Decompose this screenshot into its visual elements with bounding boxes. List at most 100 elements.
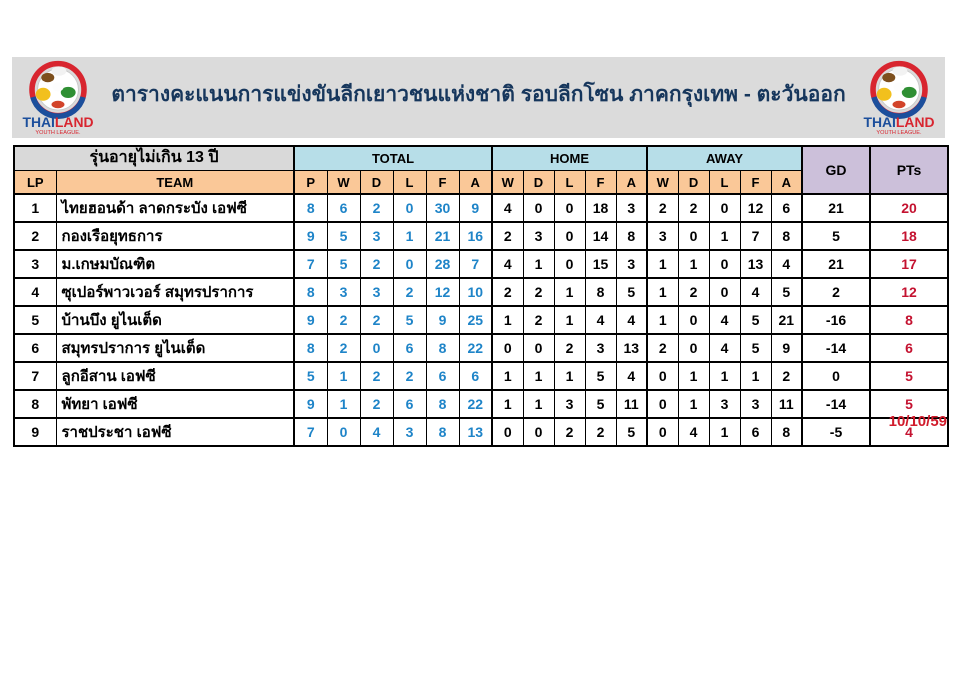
- total-stat-cell: 8: [293, 193, 328, 223]
- away-stat-cell: 5: [770, 277, 803, 307]
- pts-cell: 18: [869, 221, 949, 251]
- total-stat-cell: 7: [293, 417, 328, 447]
- home-stat-cell: 2: [584, 417, 617, 447]
- home-stat-cell: 1: [553, 361, 586, 391]
- svg-text:THAILAND: THAILAND: [22, 113, 93, 129]
- home-stat-cell: 1: [522, 361, 555, 391]
- total-stat-cell: 25: [458, 305, 493, 335]
- soccer-ball-emblem-icon: THAILAND YOUTH LEAGUE.: [22, 60, 94, 136]
- home-stat-cell: 0: [553, 249, 586, 279]
- away-stat-cell: 7: [739, 221, 772, 251]
- home-stat-cell: 8: [584, 277, 617, 307]
- away-stat-cell: 4: [739, 277, 772, 307]
- lp-cell: 5: [13, 305, 57, 335]
- total-stat-cell: 3: [326, 277, 361, 307]
- total-stat-cell: 2: [359, 305, 394, 335]
- svg-text:THAILAND: THAILAND: [863, 113, 934, 129]
- lp-cell: 7: [13, 361, 57, 391]
- lp-cell: 1: [13, 193, 57, 223]
- home-stat-cell: 0: [522, 417, 555, 447]
- column-header-team: TEAM: [55, 170, 295, 195]
- away-stat-cell: 5: [739, 305, 772, 335]
- total-stat-cell: 9: [293, 305, 328, 335]
- column-header-home-d: D: [522, 170, 555, 195]
- gd-cell: 21: [801, 249, 871, 279]
- home-stat-cell: 0: [491, 417, 524, 447]
- home-stat-cell: 1: [522, 389, 555, 419]
- away-stat-cell: 2: [770, 361, 803, 391]
- column-header-home-w: W: [491, 170, 524, 195]
- lp-cell: 8: [13, 389, 57, 419]
- pts-cell: 17: [869, 249, 949, 279]
- home-stat-cell: 3: [522, 221, 555, 251]
- pts-cell: 4: [869, 417, 949, 447]
- away-stat-cell: 0: [646, 361, 679, 391]
- home-stat-cell: 1: [522, 249, 555, 279]
- away-stat-cell: 0: [708, 193, 741, 223]
- team-cell: สมุทรปราการ ยูไนเต็ด: [55, 333, 295, 363]
- away-stat-cell: 1: [708, 417, 741, 447]
- total-stat-cell: 9: [425, 305, 460, 335]
- home-stat-cell: 4: [584, 305, 617, 335]
- table-row: 8 พัทยา เอฟซี 9 1 2 6 8 22 1 1 3 5 11 0 1 3 3 11 -14 5: [13, 389, 949, 419]
- column-header-away-w: W: [646, 170, 679, 195]
- table-row: 7 ลูกอีสาน เอฟซี 5 1 2 2 6 6 1 1 1 5 4 0 1 1 1 2 0 5: [13, 361, 949, 391]
- logo-text-land: LAND: [55, 113, 94, 129]
- column-header-gd: GD: [801, 145, 871, 195]
- total-stat-cell: 8: [293, 333, 328, 363]
- away-stat-cell: 8: [770, 417, 803, 447]
- total-stat-cell: 0: [392, 193, 427, 223]
- total-stat-cell: 6: [326, 193, 361, 223]
- gd-cell: 2: [801, 277, 871, 307]
- total-stat-cell: 8: [425, 333, 460, 363]
- total-stat-cell: 7: [293, 249, 328, 279]
- table-row: 5 บ้านบึง ยูไนเต็ด 9 2 2 5 9 25 1 2 1 4 4 1 0 4 5 21 -16 8: [13, 305, 949, 335]
- total-stat-cell: 2: [359, 389, 394, 419]
- home-stat-cell: 14: [584, 221, 617, 251]
- standings-body: 1 ไทยฮอนด้า ลาดกระบัง เอฟซี 8 6 2 0 30 9 4 0 0 18 3 2…: [13, 193, 949, 447]
- column-header-pts: PTs: [869, 145, 949, 195]
- column-header-away-l: L: [708, 170, 741, 195]
- home-stat-cell: 5: [584, 389, 617, 419]
- column-header-total-f: F: [425, 170, 460, 195]
- away-stat-cell: 4: [770, 249, 803, 279]
- total-stat-cell: 3: [359, 221, 394, 251]
- column-header-total-d: D: [359, 170, 394, 195]
- home-stat-cell: 2: [491, 277, 524, 307]
- total-stat-cell: 2: [392, 277, 427, 307]
- away-stat-cell: 1: [708, 361, 741, 391]
- home-stat-cell: 18: [584, 193, 617, 223]
- away-stat-cell: 13: [739, 249, 772, 279]
- home-stat-cell: 1: [491, 389, 524, 419]
- away-stat-cell: 1: [646, 305, 679, 335]
- lp-cell: 2: [13, 221, 57, 251]
- home-stat-cell: 2: [553, 333, 586, 363]
- total-stat-cell: 8: [425, 389, 460, 419]
- home-stat-cell: 4: [491, 249, 524, 279]
- away-stat-cell: 21: [770, 305, 803, 335]
- away-stat-cell: 2: [677, 277, 710, 307]
- away-stat-cell: 11: [770, 389, 803, 419]
- home-stat-cell: 0: [491, 333, 524, 363]
- home-stat-cell: 11: [615, 389, 648, 419]
- column-header-home-f: F: [584, 170, 617, 195]
- total-stat-cell: 16: [458, 221, 493, 251]
- home-stat-cell: 0: [522, 193, 555, 223]
- away-stat-cell: 4: [708, 305, 741, 335]
- stat-header-row: LP TEAM P W D L F A W D L F A W D L F A: [13, 170, 948, 195]
- team-cell: บ้านบึง ยูไนเต็ด: [55, 305, 295, 335]
- away-stat-cell: 1: [646, 277, 679, 307]
- total-stat-cell: 0: [326, 417, 361, 447]
- thailand-youth-league-logo-right: THAILAND YOUTH LEAGUE.: [853, 58, 945, 138]
- home-stat-cell: 1: [491, 361, 524, 391]
- total-stat-cell: 22: [458, 389, 493, 419]
- home-stat-cell: 2: [553, 417, 586, 447]
- total-stat-cell: 9: [293, 221, 328, 251]
- away-stat-cell: 12: [739, 193, 772, 223]
- column-header-total-l: L: [392, 170, 427, 195]
- page-title: ตารางคะแนนการแข่งขันลีกเยาวชนแห่งชาติ รอ…: [111, 83, 846, 106]
- header-band: THAILAND YOUTH LEAGUE. ตารางคะแนนการแข่ง…: [12, 57, 945, 138]
- total-stat-cell: 21: [425, 221, 460, 251]
- total-stat-cell: 8: [425, 417, 460, 447]
- away-stat-cell: 4: [677, 417, 710, 447]
